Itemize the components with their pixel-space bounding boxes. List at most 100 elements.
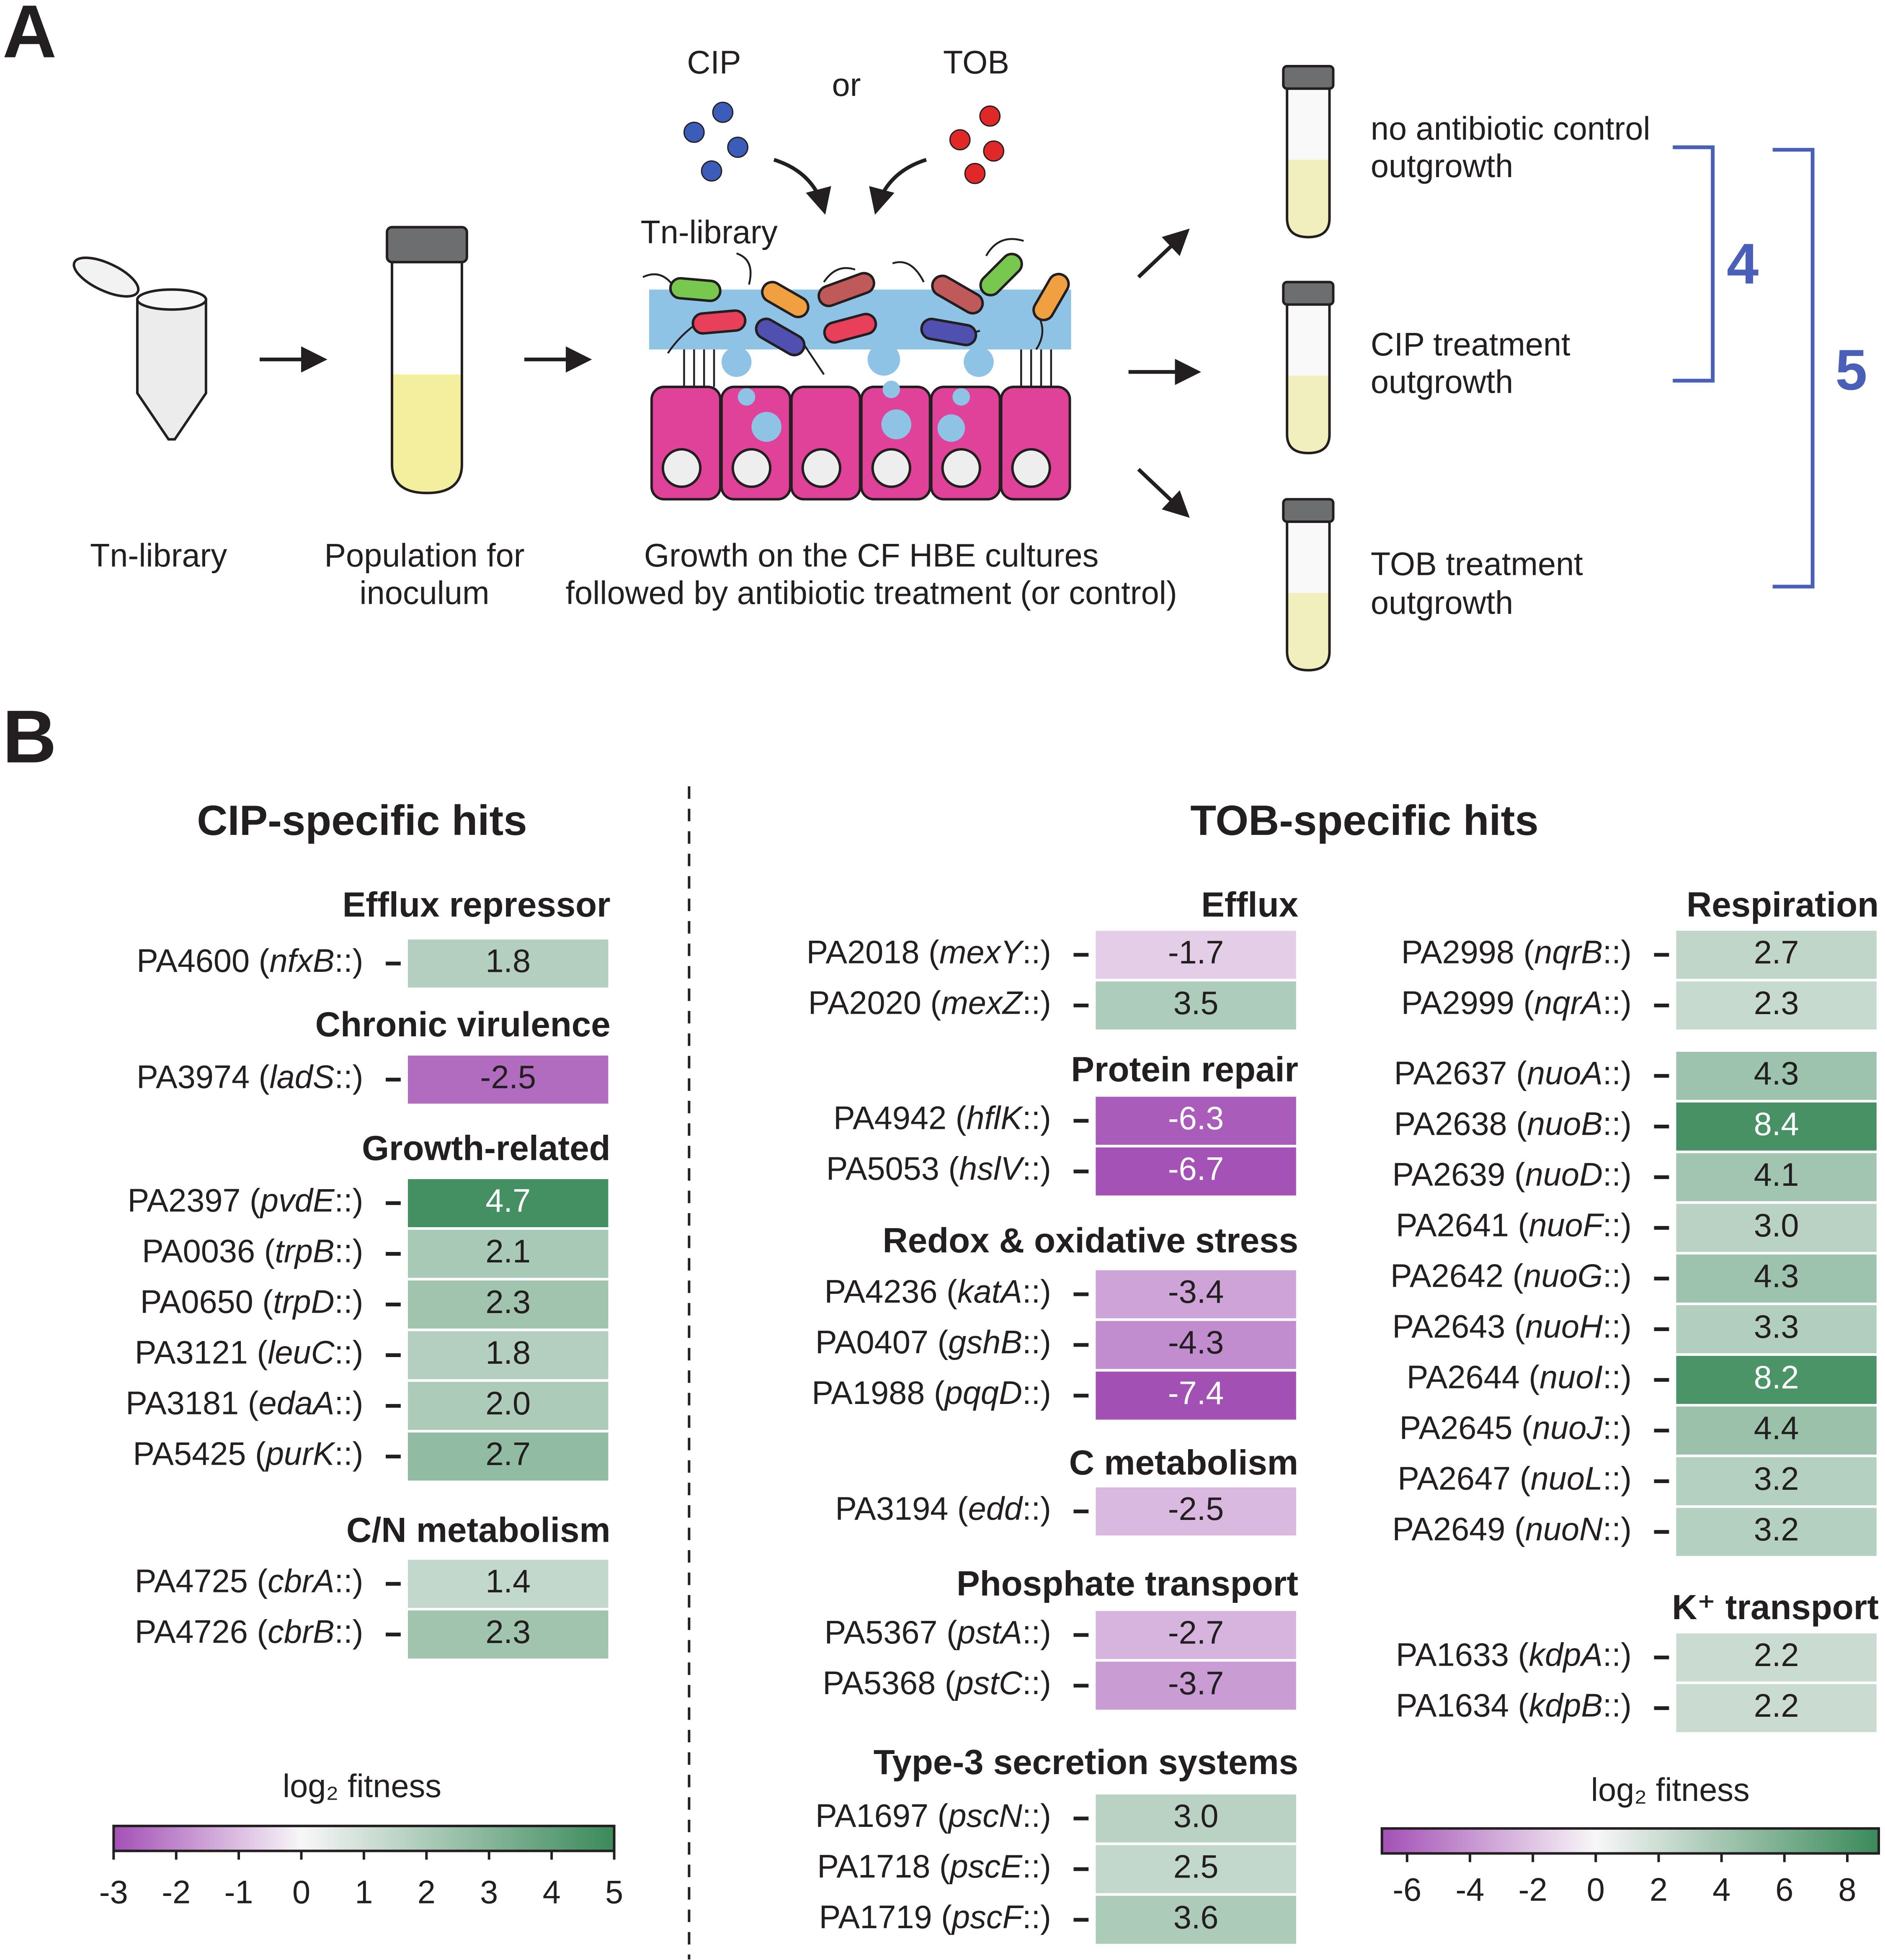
heatmap-cell bbox=[1093, 1609, 1298, 1661]
row-label: PA4725 (cbrA::) bbox=[135, 1563, 364, 1599]
heatmap-cell bbox=[1674, 1631, 1879, 1684]
heatmap-cell bbox=[1093, 1894, 1298, 1946]
group-title: C/N metabolism bbox=[346, 1510, 611, 1549]
colorbar-tick-label: 4 bbox=[1712, 1872, 1730, 1908]
group-title: Redox & oxidative stress bbox=[882, 1221, 1298, 1260]
heatmap-cell bbox=[1674, 979, 1879, 1032]
colorbar-tick-label: -2 bbox=[1519, 1872, 1547, 1908]
row-label: PA1633 (kdpA::) bbox=[1396, 1637, 1632, 1673]
row-label: PA2999 (nqrA::) bbox=[1401, 985, 1632, 1021]
cell-value: 4.1 bbox=[1754, 1157, 1799, 1193]
heatmap-cell bbox=[1093, 979, 1298, 1032]
row-label: PA3194 (edd::) bbox=[835, 1491, 1051, 1527]
row-label: PA2644 (nuoI::) bbox=[1407, 1360, 1632, 1396]
step-label: Population for bbox=[324, 538, 524, 574]
arrow bbox=[1137, 228, 1190, 278]
cell-value: 2.2 bbox=[1754, 1688, 1799, 1724]
colorbar-title: log₂ fitness bbox=[1591, 1772, 1750, 1808]
panel-label: B bbox=[3, 695, 57, 778]
cell-value: 2.0 bbox=[485, 1386, 531, 1422]
cell-value: -3.7 bbox=[1168, 1665, 1224, 1701]
colorbar-tick-label: -2 bbox=[162, 1874, 191, 1910]
bracket bbox=[1673, 145, 1715, 383]
row-label: PA2020 (mexZ::) bbox=[808, 985, 1051, 1021]
cell-value: -6.7 bbox=[1168, 1151, 1224, 1187]
heatmap-cell bbox=[1093, 1659, 1298, 1712]
arrow bbox=[869, 158, 927, 215]
outcome-label: no antibiotic control bbox=[1371, 111, 1650, 147]
group-title: Phosphate transport bbox=[957, 1564, 1298, 1603]
row-label: PA4726 (cbrB::) bbox=[135, 1614, 364, 1650]
row-label: PA2647 (nuoL::) bbox=[1398, 1461, 1632, 1497]
row-label: PA2642 (nuoG::) bbox=[1390, 1258, 1632, 1294]
heatmap-cell bbox=[1093, 1095, 1298, 1147]
row-label: PA3181 (edaA::) bbox=[126, 1386, 363, 1422]
heatmap-cell bbox=[1674, 1050, 1879, 1102]
library-label: Tn-library bbox=[640, 214, 778, 250]
heatmap-cell bbox=[1093, 1370, 1298, 1422]
group-title: K⁺ transport bbox=[1672, 1587, 1879, 1627]
step-label: inoculum bbox=[359, 575, 489, 611]
cell-value: 4.4 bbox=[1754, 1410, 1799, 1446]
outcome-label: outgrowth bbox=[1371, 585, 1513, 621]
antibiotic-label: TOB bbox=[943, 44, 1009, 80]
comparison-label: 4 bbox=[1727, 232, 1759, 296]
row-label: PA2638 (nuoB::) bbox=[1394, 1106, 1632, 1142]
heatmap-cell bbox=[406, 938, 610, 990]
heatmap-cell bbox=[406, 1329, 610, 1381]
cell-value: 3.0 bbox=[1754, 1208, 1799, 1244]
cell-value: 2.3 bbox=[485, 1284, 531, 1320]
colorbar-tick-label: 1 bbox=[355, 1874, 373, 1910]
heatmap-cell bbox=[1674, 1455, 1879, 1507]
row-label: PA2643 (nuoH::) bbox=[1392, 1309, 1632, 1345]
cell-value: -2.5 bbox=[480, 1059, 536, 1095]
row-label: PA2998 (nqrB::) bbox=[1401, 935, 1632, 971]
group-title: Chronic virulence bbox=[315, 1004, 611, 1044]
heatmap-cell bbox=[1674, 1151, 1879, 1203]
cell-value: 3.6 bbox=[1173, 1899, 1219, 1935]
cell-value: -7.4 bbox=[1168, 1375, 1224, 1411]
heatmap-cell bbox=[406, 1380, 610, 1432]
outcome-label: outgrowth bbox=[1371, 148, 1513, 184]
cell-value: 2.3 bbox=[1754, 985, 1799, 1021]
cell-value: 1.4 bbox=[485, 1563, 531, 1599]
row-label: PA5367 (pstA::) bbox=[824, 1615, 1051, 1651]
row-label: PA2018 (mexY::) bbox=[806, 935, 1051, 971]
cell-value: 3.3 bbox=[1754, 1309, 1799, 1345]
cip-dots bbox=[683, 101, 748, 182]
heatmap-cell bbox=[1093, 1145, 1298, 1198]
row-label: PA1719 (pscF::) bbox=[819, 1899, 1051, 1935]
colorbar-tick-label: 2 bbox=[418, 1874, 436, 1910]
group-title: Efflux bbox=[1201, 885, 1298, 924]
row-label: PA4600 (nfxB::) bbox=[137, 943, 363, 979]
row-label: PA2649 (nuoN::) bbox=[1392, 1512, 1632, 1548]
heatmap-cell bbox=[1674, 1682, 1879, 1734]
group-title: Efflux repressor bbox=[343, 885, 611, 924]
cell-value: 8.4 bbox=[1754, 1106, 1799, 1142]
colorbar-tick-label: -6 bbox=[1392, 1872, 1421, 1908]
antibiotic-label: CIP bbox=[687, 44, 741, 80]
outcome-label: outgrowth bbox=[1371, 364, 1513, 400]
row-label: PA4942 (hflK::) bbox=[833, 1100, 1051, 1136]
cell-value: 1.8 bbox=[485, 943, 531, 979]
arrow bbox=[773, 158, 831, 215]
colorbar-tick-label: 5 bbox=[605, 1874, 623, 1910]
step-label: Growth on the CF HBE cultures bbox=[644, 538, 1099, 574]
row-label: PA5425 (purK::) bbox=[133, 1436, 363, 1472]
heatmap-cell bbox=[1093, 1319, 1298, 1371]
eppendorf-tube bbox=[72, 256, 207, 441]
colorbar-tick-label: -1 bbox=[224, 1874, 253, 1910]
hbe-culture bbox=[642, 238, 1071, 501]
cell-value: 2.7 bbox=[1754, 935, 1799, 971]
row-label: PA2397 (pvdE::) bbox=[128, 1183, 364, 1219]
heatmap-cell bbox=[406, 1278, 610, 1331]
colorbar-tick-label: -4 bbox=[1456, 1872, 1485, 1908]
heatmap-cell bbox=[1093, 1485, 1298, 1538]
row-label: PA5053 (hslV::) bbox=[826, 1151, 1051, 1187]
or-label: or bbox=[832, 67, 861, 103]
cell-value: 3.2 bbox=[1754, 1512, 1799, 1548]
colorbar-tick-label: 2 bbox=[1650, 1872, 1668, 1908]
group-title: C metabolism bbox=[1069, 1442, 1298, 1482]
colorbar-title: log₂ fitness bbox=[283, 1768, 441, 1804]
colorbar-tick-label: 3 bbox=[480, 1874, 498, 1910]
